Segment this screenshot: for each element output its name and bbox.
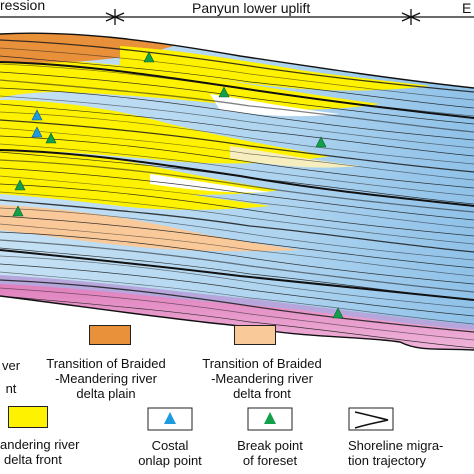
break-point-marker [45, 132, 57, 144]
reflector-line [0, 87, 474, 141]
legend-text-line: Costal [151, 438, 189, 453]
legend-label-shoreline-trajectory: Shoreline migra- tion trajectory [348, 438, 474, 468]
legend-text-line: Transition of Braided [46, 356, 166, 371]
horizon-top [0, 61, 474, 119]
reflector-line [0, 159, 474, 213]
reflector-line [0, 55, 474, 109]
legend-label-coastal-onlap: Costal onlap point [125, 438, 215, 468]
header-divider-2 [401, 9, 421, 25]
reflector-line [0, 119, 474, 173]
reflector-line [0, 175, 474, 229]
reflector-line [0, 111, 474, 165]
reflector-line [0, 127, 474, 181]
legend-text-line: nt [5, 381, 17, 396]
legend-label-meandering-delta-front: andering river delta front [0, 437, 90, 467]
reflector-line [0, 143, 474, 197]
legend-text-line: -Meandering river [55, 371, 157, 386]
swatch-meandering-delta-front [8, 406, 48, 428]
section-outline [0, 32, 474, 351]
legend-text-line: of foreset [242, 453, 298, 468]
legend-text-line: andering river [0, 437, 80, 452]
legend-text-line: delta front [233, 386, 291, 401]
white-lens-3 [230, 146, 360, 168]
swatch-braided-delta-front [234, 325, 276, 345]
yellow-lobe-upper [0, 59, 380, 110]
reflector-line [0, 239, 474, 293]
blue-triangle-icon [147, 407, 193, 431]
break-point-marker [218, 86, 230, 98]
reflector-line [0, 79, 474, 133]
reflector-line [0, 135, 474, 189]
reflector-line [0, 39, 474, 93]
reflector-line [0, 167, 474, 221]
legend-label-partial-left: ver nt [0, 358, 22, 396]
legend-label-break-point: Break point of foreset [225, 438, 315, 468]
legend-text-line: -Meandering river [211, 371, 313, 386]
reflector-line [0, 199, 474, 253]
trajectory-icon [348, 407, 394, 431]
legend-text-line: Transition of Braided [202, 356, 322, 371]
legend-label-braided-delta-plain: Transition of Braided -Meandering river … [36, 356, 176, 401]
coastal-onlap-marker [31, 126, 43, 138]
yellow-lobe-middle [0, 100, 330, 164]
legend-text-line: tion trajectory [348, 453, 427, 468]
legend-text-line: Shoreline migra- [348, 438, 444, 453]
reflector-line [0, 271, 474, 325]
break-point-marker [332, 307, 344, 319]
reflector-line [0, 223, 474, 277]
orange-top-band [0, 33, 180, 63]
reflector-line [0, 295, 474, 349]
break-point-markers [12, 51, 344, 319]
header-left-label: ression [0, 0, 46, 13]
reflector-line [0, 103, 474, 157]
peach-band [0, 205, 300, 252]
reflector-line [0, 207, 474, 261]
legend-text-line: Break point [237, 438, 303, 453]
reflector-line [0, 231, 474, 285]
horizon-lower [0, 249, 474, 301]
coastal-onlap-markers [31, 109, 43, 138]
break-point-marker [14, 179, 26, 191]
reflector-line [0, 287, 474, 341]
pink-bottom-band [0, 284, 474, 351]
reflector-line [0, 71, 474, 125]
reflector-line [0, 263, 474, 317]
legend-text-line: onlap point [138, 453, 202, 468]
legend-text-line: delta plain [76, 386, 136, 401]
header-middle-label: Panyun lower uplift [192, 0, 311, 16]
break-point-marker [315, 136, 327, 148]
reflector-line [0, 191, 474, 245]
reflector-line [0, 95, 474, 149]
white-lens-1 [210, 94, 340, 117]
reflector-line [0, 215, 474, 269]
break-point-marker [12, 205, 24, 217]
reflector-line [0, 279, 474, 333]
reflector-line [0, 183, 474, 237]
break-point-marker [143, 51, 155, 63]
reflector-line [0, 47, 474, 101]
legend-text-line: ver [1, 358, 21, 373]
white-lens-2 [150, 174, 270, 193]
horizon-middle [0, 149, 474, 207]
reflector-line [0, 255, 474, 309]
header-divider-1 [105, 9, 125, 25]
legend-label-braided-delta-front: Transition of Braided -Meandering river … [192, 356, 332, 401]
legend-text-line: delta front [4, 452, 62, 467]
header-right-label: E [462, 0, 472, 16]
coastal-onlap-marker [31, 109, 43, 121]
green-triangle-icon [247, 407, 293, 431]
swatch-braided-delta-plain [89, 325, 131, 345]
